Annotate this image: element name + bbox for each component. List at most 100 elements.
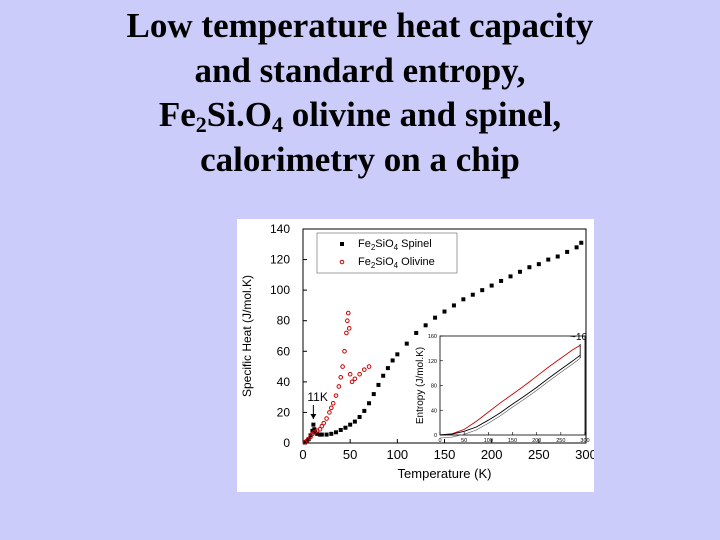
inset-x-tick-label: 100 xyxy=(484,438,493,444)
data-point xyxy=(404,341,409,346)
data-point xyxy=(390,358,395,363)
title-line-1: Low temperature heat capacity xyxy=(126,6,594,45)
data-point xyxy=(527,265,532,270)
data-point xyxy=(338,374,344,380)
data-point xyxy=(489,283,494,288)
data-point xyxy=(315,431,320,436)
data-point xyxy=(395,352,400,357)
data-point xyxy=(442,309,447,314)
data-point xyxy=(346,326,352,331)
title-line-3: Fe2Si.O4 olivine and spinel, xyxy=(0,93,720,138)
data-point xyxy=(579,240,584,245)
inset-frame xyxy=(439,335,586,436)
data-point xyxy=(342,348,347,354)
legend-text-part: 4 xyxy=(394,243,399,252)
data-point xyxy=(555,254,560,259)
slide-title: Low temperature heat capacity and standa… xyxy=(0,4,720,182)
inset-y-axis-label: Entropy (J/mol.K) xyxy=(415,347,426,424)
legend-text-part: SiO xyxy=(375,238,394,250)
legend-label-spinel: Fe2SiO4 Spinel xyxy=(358,238,432,252)
title-formula-fe: Fe xyxy=(158,95,196,134)
x-tick-label: 100 xyxy=(386,447,408,462)
data-point xyxy=(546,257,551,262)
data-point xyxy=(423,323,428,328)
data-point xyxy=(324,432,329,437)
heat-capacity-chart: 0 50 100 150 200 250 300020406080100120140Temp… xyxy=(240,222,597,481)
data-point xyxy=(302,439,308,445)
data-point xyxy=(451,303,456,308)
y-tick-label: 40 xyxy=(277,375,291,389)
inset-x-tick-label: 150 xyxy=(508,438,517,444)
data-point xyxy=(536,262,541,267)
legend-text-part: Fe xyxy=(358,238,371,250)
legend-text-part: Spinel xyxy=(398,238,432,250)
y-tick-label: 0 xyxy=(283,436,290,450)
data-point xyxy=(329,431,334,436)
data-point xyxy=(480,288,485,293)
legend-text-part: 4 xyxy=(394,261,399,270)
data-point xyxy=(330,400,336,406)
legend-text-part: SiO xyxy=(375,256,394,268)
data-point xyxy=(311,422,316,427)
inset-x-tick-label: 200 xyxy=(532,438,541,444)
data-point xyxy=(305,437,311,443)
data-point xyxy=(344,330,349,336)
inset-x-tick-label: 300 xyxy=(580,438,589,444)
legend-text-part: 2 xyxy=(371,243,376,252)
legend-box xyxy=(316,232,458,274)
data-point xyxy=(319,432,324,437)
y-axis-label: Specific Heat (J/mol.K) xyxy=(240,275,254,397)
data-point xyxy=(334,430,339,435)
data-point xyxy=(347,371,353,377)
data-point xyxy=(367,401,372,406)
data-point xyxy=(345,310,351,316)
data-point xyxy=(312,427,317,432)
inset-annotation-16: ~16 xyxy=(570,332,587,343)
x-tick-label: 0 xyxy=(299,447,306,462)
legend-text-part: Fe xyxy=(358,256,371,268)
legend-text-part: Olivine xyxy=(398,256,435,268)
inset-y-tick-label: 120 xyxy=(428,359,437,365)
data-point xyxy=(306,437,311,442)
data-point xyxy=(349,379,355,385)
inset-y-tick-label: 40 xyxy=(431,408,437,414)
legend-label-olivine: Fe2SiO4 Olivine xyxy=(358,256,435,270)
legend-text-part: 2 xyxy=(371,261,376,270)
y-tick-label: 60 xyxy=(277,344,291,358)
title-formula-sub-2: 2 xyxy=(195,112,207,137)
data-point xyxy=(381,373,386,378)
data-point xyxy=(565,249,570,254)
data-point xyxy=(371,392,376,397)
data-point xyxy=(362,367,367,372)
x-axis-label: Temperature (K) xyxy=(398,466,492,481)
inset-y-tick-label: 160 xyxy=(428,334,437,340)
data-point xyxy=(327,410,332,415)
data-point xyxy=(333,393,339,398)
chart-panel: 0 50 100 150 200 250 300 0 20 40 60 80 100 120 140 Temp… xyxy=(237,219,597,492)
series-olivine xyxy=(302,310,372,445)
data-point xyxy=(340,364,345,369)
inset-x-tick-label: 0 xyxy=(438,438,441,444)
y-tick-label: 120 xyxy=(270,253,290,267)
data-point xyxy=(470,292,475,297)
inset-series-olivine xyxy=(439,344,581,436)
y-tick-label: 100 xyxy=(270,283,290,297)
data-point xyxy=(345,318,350,324)
data-point xyxy=(517,269,522,274)
y-tick-label: 20 xyxy=(277,405,291,419)
inset-x-tick-label: 250 xyxy=(556,438,565,444)
title-line-4: calorimetry on a chip xyxy=(200,139,520,179)
x-tick-label: 150 xyxy=(434,447,456,462)
data-point xyxy=(574,245,579,250)
title-line-3-rest: olivine and spinel, xyxy=(282,95,562,134)
inset-series-spinel-band xyxy=(439,357,581,439)
data-point xyxy=(366,364,372,369)
title-formula-sio: Si.O xyxy=(206,95,272,134)
x-tick-label: 200 xyxy=(481,447,503,462)
inset-y-tick-label: 80 xyxy=(431,384,437,390)
data-point xyxy=(352,419,357,424)
data-point xyxy=(376,382,381,387)
x-tick-label: 50 xyxy=(343,447,357,462)
data-point xyxy=(357,371,362,377)
